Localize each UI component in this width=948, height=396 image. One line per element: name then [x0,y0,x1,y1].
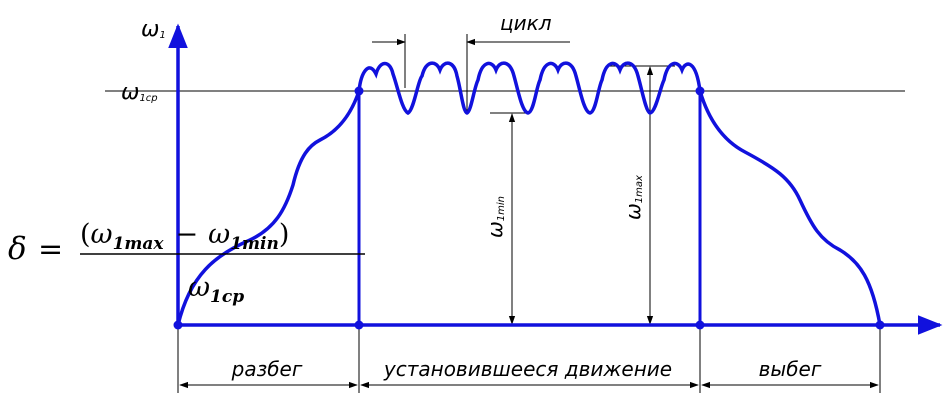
omega-max-label: ω1max [621,175,645,220]
formula-equals: = [38,232,63,267]
formula-denominator: ω1cp [188,272,244,307]
cycle-label: цикл [500,11,552,35]
cycle-dimension [372,34,570,113]
unevenness-formula: δ = (ω1max − ω1min) ω1cp [8,219,365,307]
y-axis-label: ω1 [141,17,166,42]
formula-numerator: (ω1max − ω1min) [80,219,289,254]
omega-min-label: ω1min [483,196,507,238]
speed-curve [176,61,882,326]
phase-label-coast: выбег [759,357,822,381]
phase-label-steady: установившееся движение [383,357,672,381]
key-points [173,86,885,330]
mean-speed-label: ω1ср [121,80,158,105]
phase-label-start: разбег [231,357,303,381]
formula-delta: δ [8,231,27,267]
